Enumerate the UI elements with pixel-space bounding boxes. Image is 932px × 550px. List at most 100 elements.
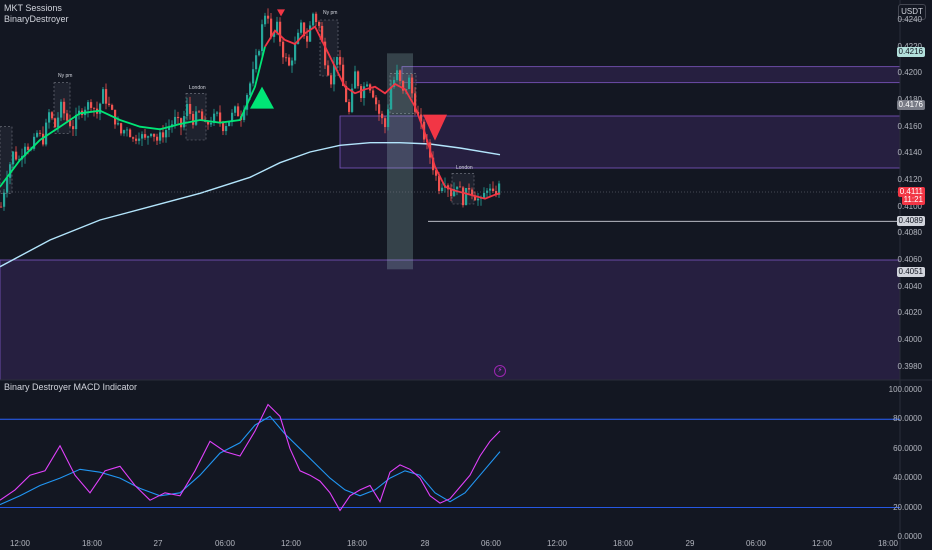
candle (237, 103, 240, 117)
candle (87, 100, 90, 118)
candle (264, 12, 267, 27)
candle (465, 187, 468, 206)
candle (309, 21, 312, 43)
macd-fast-line (0, 403, 501, 512)
time-tick: 12:00 (9, 539, 31, 548)
candle (393, 76, 396, 89)
candle (330, 72, 333, 88)
candle (441, 183, 444, 193)
candle (105, 83, 108, 110)
candle (399, 69, 402, 85)
time-tick: 06:00 (214, 539, 236, 548)
candle (387, 104, 390, 131)
candle (153, 133, 156, 142)
time-tick: 27 (153, 539, 163, 548)
candle (411, 74, 414, 98)
price-tick: 0.4200 (897, 68, 922, 78)
price-tick: 0.4100 (897, 201, 922, 211)
candle (351, 83, 354, 114)
session-label-london-2: London (456, 164, 473, 171)
session-label-ny-am-2: Ny pm (323, 10, 338, 16)
ma-layer (0, 142, 501, 268)
macd-slow-line (0, 415, 501, 506)
candle (24, 143, 27, 164)
candle (267, 8, 270, 24)
macd-legend[interactable]: Binary Destroyer MACD Indicator (4, 382, 138, 392)
legend-mkt-sessions[interactable]: MKT Sessions (4, 3, 62, 13)
candle (243, 105, 246, 123)
candle (468, 183, 471, 195)
demand-zone-bottom (0, 259, 901, 381)
time-tick: 06:00 (745, 539, 767, 548)
candle (228, 121, 231, 127)
candle (165, 122, 168, 143)
candle (180, 117, 183, 136)
candle (378, 100, 381, 121)
candle (450, 183, 453, 202)
candle (498, 180, 501, 198)
candle (231, 109, 234, 127)
candle (285, 53, 288, 62)
candle (60, 99, 63, 122)
time-tick: 12:00 (811, 539, 833, 548)
candle (75, 107, 78, 136)
candle (198, 110, 201, 114)
candle (222, 120, 225, 135)
candle (462, 185, 465, 208)
candles-layer (0, 8, 501, 211)
price-label-countdown: 11:21 (901, 195, 925, 205)
candle (303, 22, 306, 39)
candle (102, 86, 105, 104)
legend-binary-destroyer[interactable]: BinaryDestroyer (4, 14, 69, 24)
candle (183, 110, 186, 131)
ma-line (0, 142, 501, 268)
price-tick: 0.4220 (898, 42, 922, 51)
supply-zone-top (401, 66, 901, 84)
candle (483, 187, 486, 198)
macd-tick: 100.0000 (888, 384, 922, 394)
candle (354, 65, 357, 89)
candle (339, 50, 342, 71)
macd-tick: 0.0000 (897, 532, 922, 541)
candle (381, 110, 384, 125)
candle (252, 61, 255, 87)
lightning-icon[interactable]: ⚡ (494, 365, 506, 377)
candle (3, 189, 6, 211)
candle (384, 116, 387, 134)
price-tick: 0.4080 (897, 228, 922, 238)
candle (51, 111, 54, 121)
candle (360, 83, 363, 103)
candle (0, 202, 3, 208)
candle (315, 11, 318, 27)
currency-button[interactable]: USDT (898, 4, 926, 20)
price-tick: 0.4060 (897, 255, 922, 264)
candle (408, 75, 411, 90)
candle (117, 116, 120, 126)
candle (324, 37, 327, 70)
candle (420, 108, 423, 130)
candle (63, 98, 66, 121)
candle (489, 183, 492, 197)
candle (318, 20, 321, 31)
zones-layer (0, 66, 901, 381)
candle (168, 119, 171, 138)
candle (477, 193, 480, 206)
candle (12, 151, 15, 169)
time-tick: 18:00 (81, 539, 103, 548)
macd-layer (0, 403, 900, 512)
candle (261, 19, 264, 59)
macd-tick: 20.0000 (893, 502, 922, 512)
candle (375, 94, 378, 111)
candle (147, 135, 150, 145)
candle (6, 170, 9, 198)
sell-signal-1 (277, 9, 285, 17)
candle (459, 181, 462, 188)
candle (186, 97, 189, 121)
candle (150, 133, 153, 138)
trend-layer (0, 25, 501, 200)
trend-line-up (0, 46, 266, 188)
price-tick: 0.4040 (897, 281, 922, 291)
candle (108, 96, 111, 107)
candle (396, 64, 399, 82)
